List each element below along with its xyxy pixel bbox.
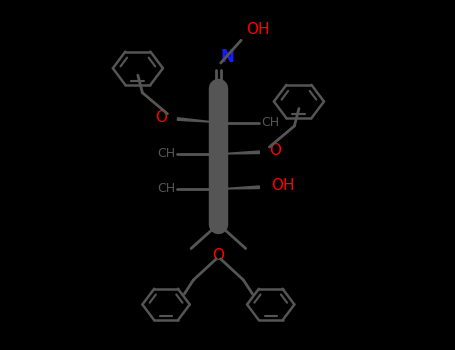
Polygon shape	[218, 151, 259, 154]
Polygon shape	[177, 118, 218, 122]
Text: OH: OH	[271, 178, 294, 193]
Polygon shape	[218, 186, 259, 189]
Text: O: O	[156, 110, 167, 125]
Text: N: N	[221, 49, 234, 66]
Text: OH: OH	[246, 22, 269, 37]
Text: CH: CH	[157, 182, 175, 196]
Text: CH: CH	[157, 147, 175, 161]
Text: O: O	[212, 248, 224, 263]
Text: O: O	[269, 143, 281, 158]
Text: CH: CH	[262, 116, 280, 129]
